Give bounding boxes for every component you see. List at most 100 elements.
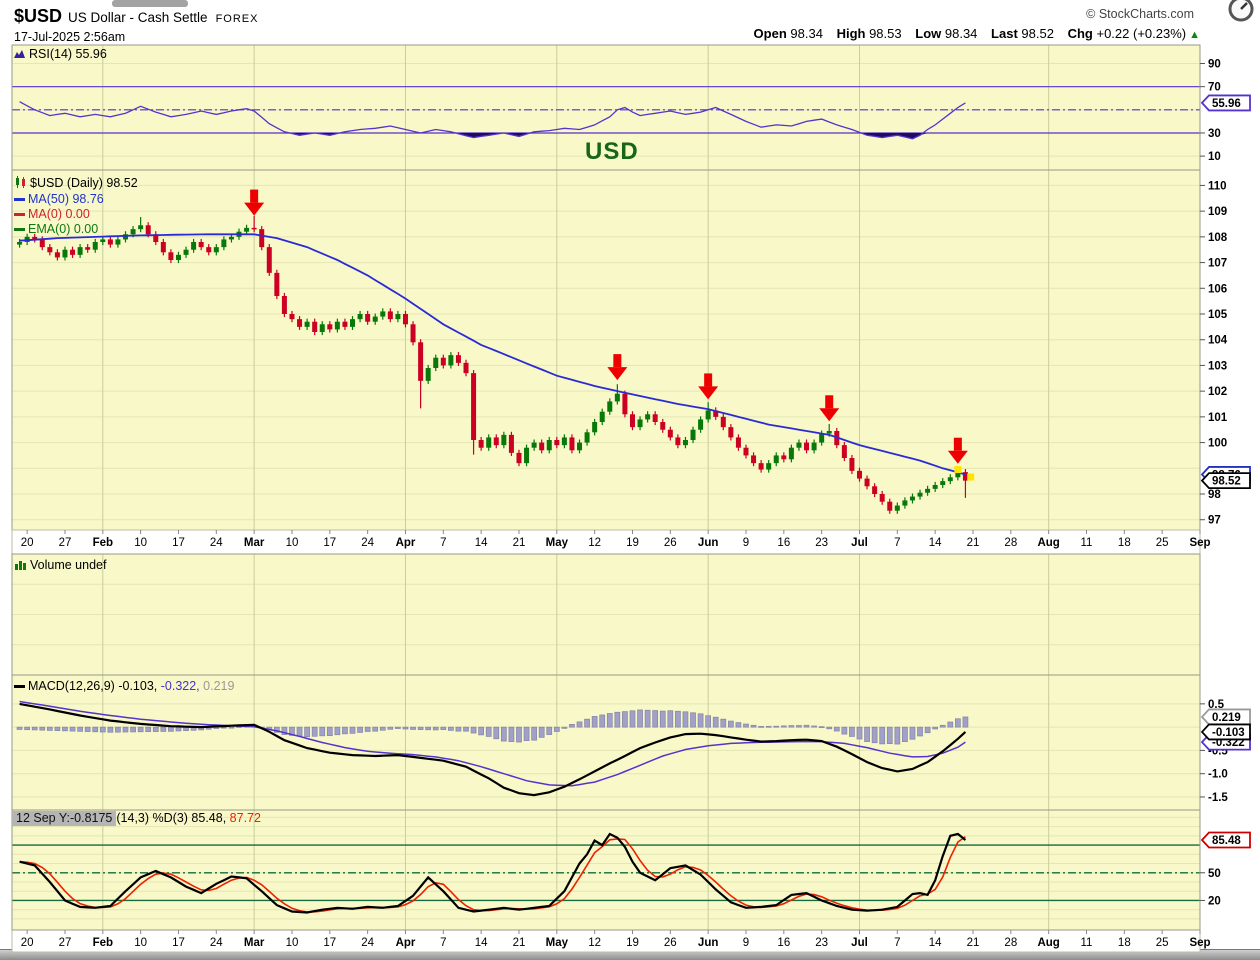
yellow-markers xyxy=(954,466,975,481)
svg-text:10: 10 xyxy=(134,937,147,949)
gauge-icon[interactable] xyxy=(1226,0,1256,24)
svg-text:12: 12 xyxy=(588,537,601,549)
high-value: 98.53 xyxy=(869,26,902,41)
svg-text:25: 25 xyxy=(1156,537,1169,549)
usd-annotation: USD xyxy=(585,138,639,165)
top-scrollbar-thumb[interactable] xyxy=(112,0,188,7)
svg-text:20: 20 xyxy=(21,537,34,549)
signal-arrows xyxy=(244,189,968,464)
svg-text:-1.5: -1.5 xyxy=(1208,792,1228,804)
price-legend: $USD (Daily) 98.52 MA(50) 98.76 MA(0) 0.… xyxy=(14,176,138,237)
svg-text:28: 28 xyxy=(1004,937,1017,949)
svg-text:10: 10 xyxy=(1208,151,1221,163)
price-legend-ema0: EMA(0) 0.00 xyxy=(14,222,138,237)
chg-label: Chg xyxy=(1067,26,1093,41)
svg-text:11: 11 xyxy=(1081,537,1093,549)
svg-text:105: 105 xyxy=(1208,309,1228,321)
copyright: © StockCharts.com xyxy=(1086,7,1194,21)
svg-text:100: 100 xyxy=(1208,438,1227,450)
rsi-right-axis: 90 70 30 10 55.96 xyxy=(1200,59,1251,163)
macd-signal-value: -0.322, xyxy=(160,679,200,693)
svg-text:18: 18 xyxy=(1118,937,1131,949)
svg-text:110: 110 xyxy=(1208,180,1227,192)
svg-text:10: 10 xyxy=(286,937,299,949)
svg-text:23: 23 xyxy=(815,937,828,949)
svg-text:17: 17 xyxy=(323,937,336,949)
svg-text:Jul: Jul xyxy=(851,537,868,549)
svg-text:85.48: 85.48 xyxy=(1212,835,1241,847)
svg-text:14: 14 xyxy=(929,537,942,549)
svg-text:27: 27 xyxy=(59,937,72,949)
macd-hist-value: 0.219 xyxy=(203,679,235,693)
svg-text:7: 7 xyxy=(440,937,446,949)
price-legend-symbol: $USD (Daily) 98.52 xyxy=(14,176,138,192)
up-triangle-icon: ▲ xyxy=(1189,29,1200,41)
svg-text:104: 104 xyxy=(1208,335,1228,347)
svg-text:12: 12 xyxy=(588,937,601,949)
svg-text:14: 14 xyxy=(475,937,488,949)
svg-text:Apr: Apr xyxy=(396,537,416,549)
svg-text:98.52: 98.52 xyxy=(1212,476,1241,488)
svg-text:17: 17 xyxy=(172,537,185,549)
svg-text:0.5: 0.5 xyxy=(1208,699,1225,711)
price-legend-ma0: MA(0) 0.00 xyxy=(14,207,138,222)
macd-right-axis: 0.5-0.5-1.0-1.50.219-0.322-0.103 xyxy=(1200,699,1251,804)
stoch-k-value: 85.48, xyxy=(191,811,227,825)
symbol-title: $USD xyxy=(14,6,63,26)
stoch-d-value: 87.72 xyxy=(229,811,261,825)
svg-text:30: 30 xyxy=(1208,128,1221,140)
area-chart-icon xyxy=(14,48,26,63)
svg-text:108: 108 xyxy=(1208,232,1228,244)
svg-text:Aug: Aug xyxy=(1037,937,1059,949)
ma50-line-swatch xyxy=(14,198,25,202)
macd-value: -0.103, xyxy=(118,679,158,693)
macd-histogram xyxy=(16,709,969,745)
price-right-axis: 110 109 108 107 106 105 104 103 102 101 100 98 97 98.… xyxy=(1200,180,1251,527)
x-axis-mid: 20 27 Feb 10 17 24 Mar 10 17 24 Apr 7 14 21 May 12 19 26 J… xyxy=(11,529,1211,555)
rsi-legend: RSI(14) 55.96 xyxy=(14,47,107,63)
macd-line-swatch xyxy=(14,685,25,689)
svg-text:103: 103 xyxy=(1208,360,1227,372)
svg-text:Jun: Jun xyxy=(698,537,718,549)
chg-value: +0.22 (+0.23%) xyxy=(1096,26,1187,41)
ema0-line-swatch xyxy=(14,228,25,232)
svg-text:16: 16 xyxy=(777,537,790,549)
open-label: Open xyxy=(753,26,787,41)
crosshair-tooltip: 12 Sep Y:-0.8175 xyxy=(12,811,117,826)
svg-text:Feb: Feb xyxy=(93,537,113,549)
svg-text:Mar: Mar xyxy=(244,537,265,549)
svg-text:70: 70 xyxy=(1208,82,1221,94)
quote-bar: Open 98.34 High 98.53 Low 98.34 Last 98.… xyxy=(744,26,1200,41)
x-axis-bottom: 20 27 Feb 10 17 24 Mar 10 17 24 Apr 7 14 21 May 12 19 26 J… xyxy=(11,929,1211,953)
svg-text:109: 109 xyxy=(1208,206,1227,218)
svg-text:7: 7 xyxy=(894,937,900,949)
svg-text:90: 90 xyxy=(1208,59,1221,71)
svg-text:23: 23 xyxy=(815,537,828,549)
ma0-line-swatch xyxy=(14,213,25,217)
price-legend-ma50: MA(50) 98.76 xyxy=(14,192,138,207)
svg-text:7: 7 xyxy=(894,537,900,549)
svg-text:May: May xyxy=(546,937,569,949)
svg-text:Apr: Apr xyxy=(396,937,416,949)
svg-text:107: 107 xyxy=(1208,258,1227,270)
svg-text:21: 21 xyxy=(513,937,526,949)
svg-text:24: 24 xyxy=(210,937,223,949)
svg-text:27: 27 xyxy=(59,537,72,549)
svg-text:Sep: Sep xyxy=(1189,937,1210,949)
svg-text:16: 16 xyxy=(777,937,790,949)
stoch-params: (14,3) %D(3) xyxy=(116,811,188,825)
svg-text:20: 20 xyxy=(1208,895,1221,907)
macd-panel xyxy=(11,674,1201,811)
svg-text:25: 25 xyxy=(1156,937,1169,949)
high-label: High xyxy=(836,26,866,41)
svg-text:7: 7 xyxy=(440,537,446,549)
exchange-label: FOREX xyxy=(215,13,259,25)
svg-text:106: 106 xyxy=(1208,283,1227,295)
svg-text:-1.0: -1.0 xyxy=(1208,769,1228,781)
svg-text:10: 10 xyxy=(134,537,147,549)
svg-text:9: 9 xyxy=(743,937,749,949)
svg-text:24: 24 xyxy=(210,537,223,549)
svg-text:24: 24 xyxy=(361,537,374,549)
svg-text:17: 17 xyxy=(323,537,336,549)
